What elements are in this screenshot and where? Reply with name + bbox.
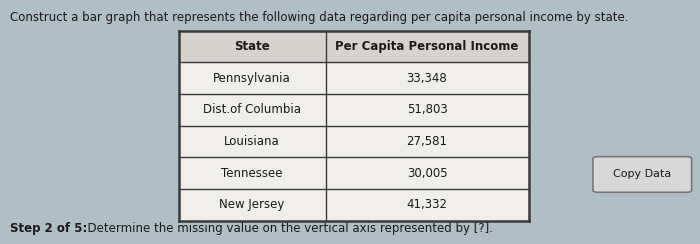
Text: Per Capita Personal Income: Per Capita Personal Income [335, 40, 519, 53]
Text: 27,581: 27,581 [407, 135, 447, 148]
Text: Determine the missing value on the vertical axis represented by [?].: Determine the missing value on the verti… [80, 223, 494, 235]
Text: Construct a bar graph that represents the following data regarding per capita pe: Construct a bar graph that represents th… [10, 11, 629, 24]
Bar [178, 30, 528, 221]
Text: 33,348: 33,348 [407, 71, 447, 85]
Text: 51,803: 51,803 [407, 103, 447, 116]
Text: Dist.of Columbia: Dist.of Columbia [203, 103, 301, 116]
Bar [178, 30, 528, 62]
Text: Step 2 of 5:: Step 2 of 5: [10, 223, 88, 235]
Text: 30,005: 30,005 [407, 167, 447, 180]
Text: Tennessee: Tennessee [221, 167, 283, 180]
Text: 41,332: 41,332 [407, 198, 447, 212]
Text: New Jersey: New Jersey [219, 198, 285, 212]
Text: Pennsylvania: Pennsylvania [213, 71, 291, 85]
FancyBboxPatch shape [593, 157, 692, 192]
Text: State: State [234, 40, 270, 53]
Text: Louisiana: Louisiana [224, 135, 280, 148]
Text: Copy Data: Copy Data [613, 170, 671, 179]
